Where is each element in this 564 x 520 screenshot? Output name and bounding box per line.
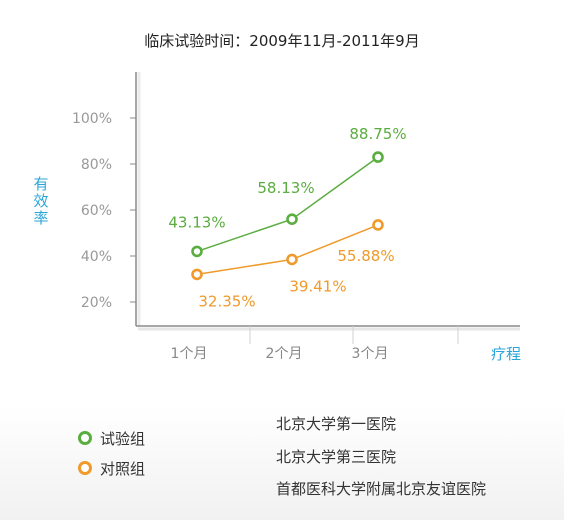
data-label-trial: 88.75% (349, 125, 406, 143)
legend-marker-trial (78, 431, 92, 445)
data-point-control (191, 268, 203, 281)
y-tick-label: 100% (72, 111, 112, 127)
data-point-trial (372, 151, 384, 163)
legend-item-trial: 试验组 (78, 428, 145, 449)
data-label-control: 55.88% (337, 247, 394, 265)
chart-title: 临床试验时间：2009年11月-2011年9月 (144, 32, 420, 50)
data-point-trial (191, 245, 203, 258)
hospital-3: 首都医科大学附属北京友谊医院 (276, 480, 487, 498)
y-tick-label: 20% (81, 295, 112, 311)
data-label-trial: 58.13% (257, 179, 314, 197)
data-label-control: 32.35% (198, 292, 255, 310)
legend-label-trial: 试验组 (100, 430, 146, 448)
series-line-trial (196, 156, 379, 253)
x-tick-label: 3个月 (352, 346, 389, 362)
y-tick-label: 60% (81, 203, 112, 219)
legend-marker-control (78, 461, 92, 475)
data-label-control: 39.41% (289, 277, 346, 295)
data-point-control (372, 219, 384, 231)
x-tick-label: 1个月 (171, 346, 208, 362)
y-tick-label: 80% (81, 157, 112, 173)
x-tick-label: 2个月 (266, 346, 303, 362)
legend-label-control: 对照组 (100, 460, 146, 478)
x-axis-label: 疗程 (491, 345, 521, 363)
data-point-trial (286, 213, 298, 225)
hospital-1: 北京大学第一医院 (276, 415, 397, 433)
legend-item-control: 对照组 (78, 458, 145, 479)
data-point-control (286, 253, 298, 266)
y-tick-label: 40% (81, 249, 112, 265)
hospital-2: 北京大学第三医院 (276, 448, 397, 466)
y-axis-label: 有效率 (33, 175, 49, 227)
data-label-trial: 43.13% (168, 213, 225, 231)
